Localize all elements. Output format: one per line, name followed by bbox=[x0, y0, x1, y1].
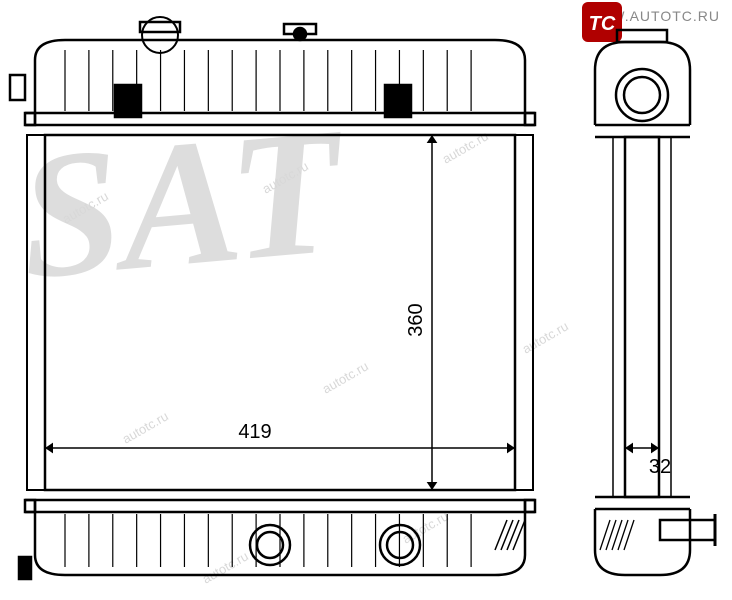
technical-drawing: 419 360 32 bbox=[0, 0, 732, 600]
dimension-height: 360 bbox=[405, 303, 427, 336]
dimension-width: 419 bbox=[238, 421, 271, 443]
dimension-depth: 32 bbox=[649, 456, 671, 478]
